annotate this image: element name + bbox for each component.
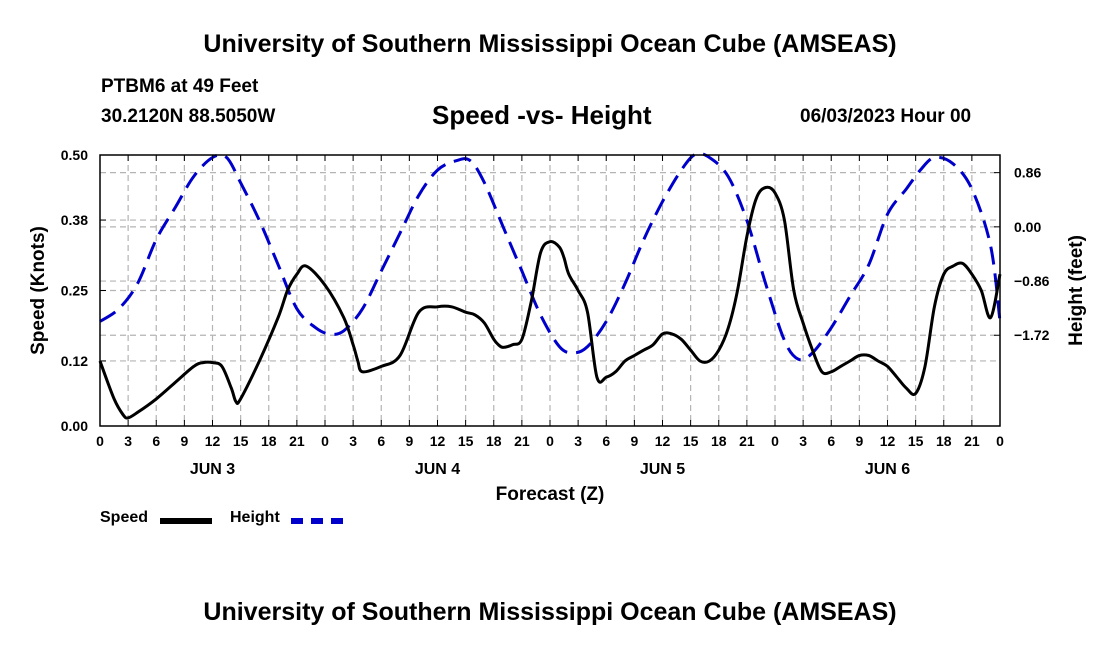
x-tick-label: 6 [152, 433, 160, 449]
x-tick-label: 12 [430, 433, 446, 449]
x-tick-label: 0 [321, 433, 329, 449]
legend-label-height: Height [230, 509, 280, 526]
x-tick-label: 3 [574, 433, 582, 449]
x-tick-label: 15 [458, 433, 474, 449]
x-tick-label: 3 [349, 433, 357, 449]
x-tick-label: 21 [739, 433, 755, 449]
page-title: University of Southern Mississippi Ocean… [203, 30, 897, 58]
series-layer [98, 151, 1002, 420]
forecast-time: 06/03/2023 Hour 00 [800, 106, 972, 127]
x-tick-label: 9 [855, 433, 863, 449]
station-name: PTBM6 at 49 Feet [101, 76, 259, 97]
x-tick-label: 12 [205, 433, 221, 449]
x-day-label: JUN 3 [190, 461, 235, 478]
x-tick-label: 3 [799, 433, 807, 449]
x-tick-label: 3 [124, 433, 132, 449]
x-tick-label: 0 [546, 433, 554, 449]
ticks: 0 3 6 9 12 15 18 21 0 3 6 9 12 15 18 21 0 3 6 9 12 15 18 21 0 3 6 9… [61, 147, 1050, 478]
x-tick-label: 0 [771, 433, 779, 449]
y2-tick-label: 0.86 [1014, 165, 1041, 181]
legend-swatch-height [291, 518, 343, 524]
chart-title: Speed -vs- Height [432, 100, 652, 130]
x-tick-label: 9 [405, 433, 413, 449]
legend-label-speed: Speed [100, 509, 149, 526]
x-day-label: JUN 5 [640, 461, 685, 478]
x-tick-label: 15 [233, 433, 249, 449]
x-tick-label: 21 [514, 433, 530, 449]
y-tick-label: 0.25 [61, 283, 88, 299]
x-tick-label: 6 [602, 433, 610, 449]
x-tick-label: 12 [880, 433, 896, 449]
x-tick-label: 21 [289, 433, 305, 449]
grid [100, 155, 1000, 426]
x-tick-label: 15 [683, 433, 699, 449]
x-tick-label: 18 [936, 433, 952, 449]
x-tick-label: 18 [711, 433, 727, 449]
x-day-label: JUN 6 [865, 461, 910, 478]
station-coordinates: 30.2120N 88.5050W [101, 106, 276, 127]
x-tick-label: 0 [996, 433, 1004, 449]
series-line-height [99, 151, 1002, 362]
x-tick-label: 9 [630, 433, 638, 449]
x-day-label: JUN 4 [415, 461, 460, 478]
y2-axis-title: Height (feet) [1066, 235, 1087, 346]
y2-tick-label: −1.72 [1014, 327, 1050, 343]
y-axis-title: Speed (Knots) [28, 226, 49, 355]
y2-tick-label: 0.00 [1014, 219, 1041, 235]
y2-tick-label: −0.86 [1014, 273, 1050, 289]
footer-title: University of Southern Mississippi Ocean… [203, 598, 897, 626]
y-tick-label: 0.38 [61, 212, 88, 228]
x-tick-label: 12 [655, 433, 671, 449]
x-tick-label: 18 [486, 433, 502, 449]
y-tick-label: 0.00 [61, 418, 88, 434]
y-tick-label: 0.50 [61, 147, 88, 163]
x-tick-label: 15 [908, 433, 924, 449]
legend-swatch-speed [160, 518, 212, 524]
x-tick-label: 21 [964, 433, 980, 449]
x-axis-title: Forecast (Z) [496, 484, 605, 505]
x-tick-label: 6 [377, 433, 385, 449]
x-tick-label: 0 [96, 433, 104, 449]
x-tick-label: 6 [827, 433, 835, 449]
y-tick-label: 0.12 [61, 353, 88, 369]
x-tick-label: 18 [261, 433, 277, 449]
x-tick-label: 9 [180, 433, 188, 449]
series-line-speed [98, 185, 1002, 420]
